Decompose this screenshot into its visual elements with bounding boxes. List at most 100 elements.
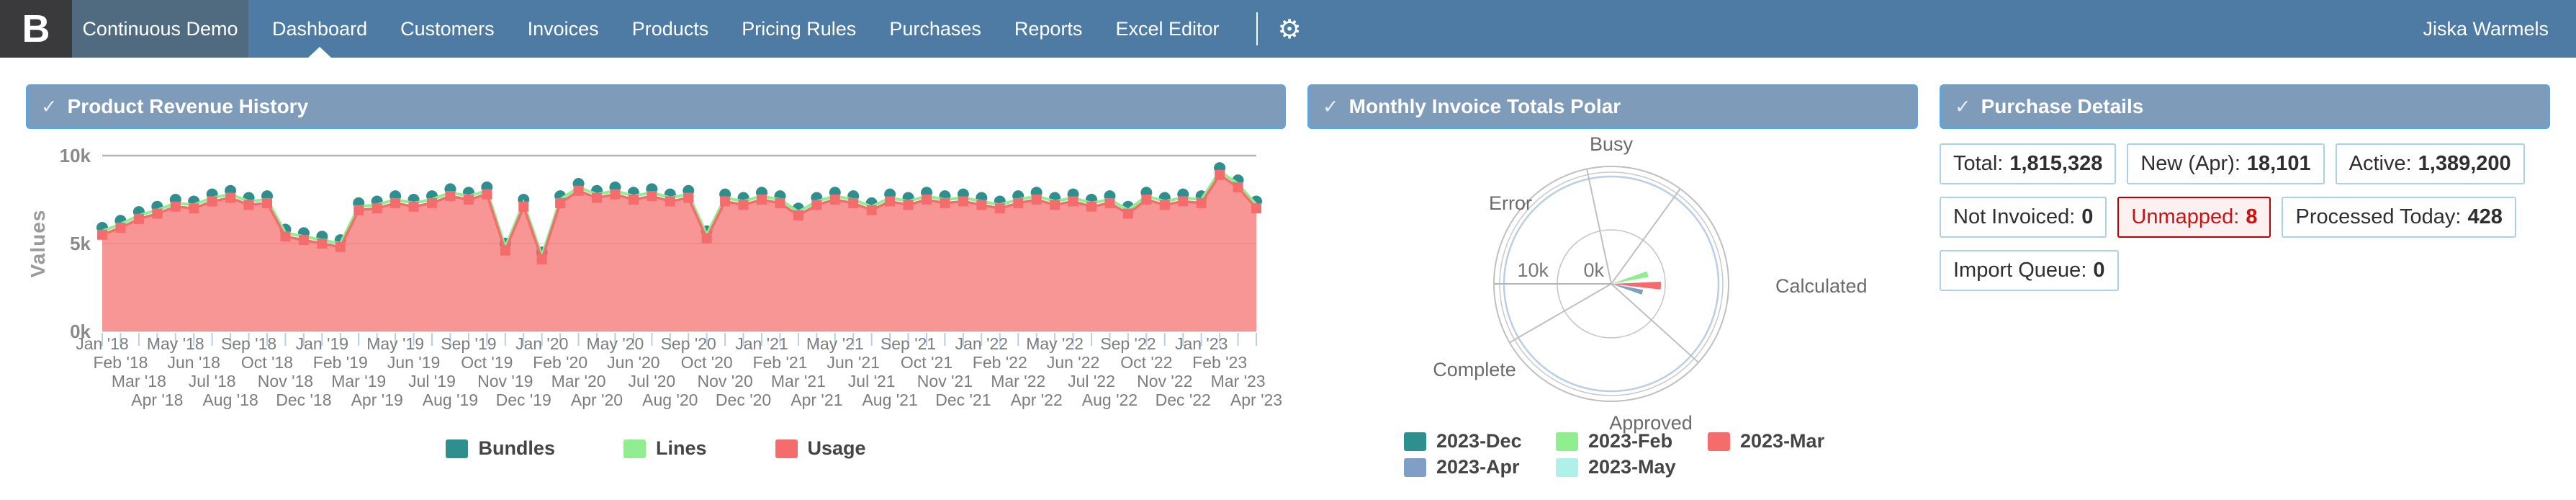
svg-text:Aug '18: Aug '18: [202, 390, 258, 409]
svg-text:Values: Values: [27, 210, 49, 278]
badge-value: 0: [2093, 259, 2105, 282]
svg-text:Mar '19: Mar '19: [331, 372, 386, 390]
svg-text:Sep '21: Sep '21: [881, 334, 936, 353]
badge-total: Total: 1,815,328: [1940, 143, 2117, 184]
nav-item-purchases[interactable]: Purchases: [889, 17, 981, 40]
svg-text:Aug '21: Aug '21: [862, 390, 917, 409]
svg-text:Dec '18: Dec '18: [276, 390, 331, 409]
svg-text:Apr '19: Apr '19: [351, 390, 403, 409]
svg-text:Apr '22: Apr '22: [1011, 390, 1063, 409]
panel-monthly-invoice-totals-polar: ✓ Monthly Invoice Totals Polar 10k 0k Busy…: [1307, 84, 1918, 499]
nav-menu: Dashboard Customers Invoices Products Pr…: [256, 0, 1236, 58]
legend-item-2023-dec[interactable]: 2023-Dec: [1404, 430, 1556, 452]
svg-text:Jan '20: Jan '20: [515, 334, 568, 353]
svg-text:Dec '19: Dec '19: [496, 390, 551, 409]
badge-label: Active:: [2348, 152, 2412, 175]
svg-text:Apr '21: Apr '21: [791, 390, 842, 409]
nav-item-pricing-rules[interactable]: Pricing Rules: [742, 17, 857, 40]
legend-label: Usage: [807, 437, 866, 459]
legend-item-2023-apr[interactable]: 2023-Apr: [1404, 456, 1556, 478]
svg-text:Dec '20: Dec '20: [716, 390, 771, 409]
svg-text:Jun '21: Jun '21: [827, 353, 879, 372]
legend-item-usage[interactable]: Usage: [775, 437, 866, 460]
svg-text:Sep '19: Sep '19: [441, 334, 496, 353]
legend-label: 2023-Dec: [1436, 430, 1522, 452]
svg-text:Feb '21: Feb '21: [752, 353, 807, 372]
badge-label: Not Invoiced:: [1953, 205, 2076, 228]
badge-row: Not Invoiced: 0 Unmapped: 8 Processed To…: [1940, 197, 2516, 238]
svg-text:Oct '20: Oct '20: [681, 353, 733, 372]
svg-text:0k: 0k: [1583, 259, 1604, 281]
legend-label: 2023-Feb: [1588, 430, 1673, 452]
svg-text:Mar '23: Mar '23: [1211, 372, 1266, 390]
legend-item-bundles[interactable]: Bundles: [446, 437, 555, 460]
badge-row: Import Queue: 0: [1940, 250, 2119, 291]
settings-button[interactable]: ⚙: [1269, 0, 1310, 58]
logo-icon: B: [22, 7, 50, 50]
svg-text:Feb '22: Feb '22: [973, 353, 1027, 372]
badge-row: Total: 1,815,328 New (Apr): 18,101 Activ…: [1940, 143, 2525, 184]
badge-value: 1,389,200: [2418, 152, 2511, 175]
legend-item-2023-feb[interactable]: 2023-Feb: [1556, 430, 1708, 452]
panel-header-revenue[interactable]: ✓ Product Revenue History: [26, 84, 1286, 129]
legend-swatch: [1556, 457, 1578, 477]
svg-text:0k: 0k: [70, 321, 91, 342]
nav-item-reports[interactable]: Reports: [1014, 17, 1083, 40]
svg-text:Apr '18: Apr '18: [131, 390, 183, 409]
legend-item-lines[interactable]: Lines: [623, 437, 707, 460]
badge-label: Import Queue:: [1953, 259, 2087, 282]
svg-text:Aug '20: Aug '20: [642, 390, 698, 409]
badge-processed-today: Processed Today: 428: [2282, 197, 2516, 238]
panel-header-purchase[interactable]: ✓ Purchase Details: [1940, 84, 2550, 129]
svg-text:Error: Error: [1489, 192, 1532, 214]
legend-swatch: [446, 439, 469, 458]
svg-text:Nov '19: Nov '19: [477, 372, 533, 390]
nav-item-customers[interactable]: Customers: [400, 17, 495, 40]
app-logo[interactable]: B: [0, 0, 72, 58]
purchase-badges: Total: 1,815,328 New (Apr): 18,101 Activ…: [1940, 129, 2550, 291]
legend-swatch: [1556, 432, 1578, 451]
svg-text:May '19: May '19: [366, 334, 424, 353]
svg-text:Feb '23: Feb '23: [1192, 353, 1247, 372]
svg-text:Sep '22: Sep '22: [1100, 334, 1156, 353]
legend-label: Lines: [655, 437, 707, 459]
svg-text:Jan '18: Jan '18: [76, 334, 128, 353]
panel-title: Monthly Invoice Totals Polar: [1348, 95, 1621, 117]
svg-text:Approved: Approved: [1609, 412, 1693, 434]
badge-label: New (Apr):: [2140, 152, 2241, 175]
svg-text:Oct '19: Oct '19: [461, 353, 513, 372]
svg-text:Jun '18: Jun '18: [167, 353, 220, 372]
svg-text:Jan '21: Jan '21: [735, 334, 788, 353]
badge-new-apr: New (Apr): 18,101: [2127, 143, 2325, 184]
svg-text:10k: 10k: [1517, 259, 1549, 281]
top-navbar: B Continuous Demo Dashboard Customers In…: [0, 0, 2576, 58]
gear-icon: ⚙: [1277, 14, 1302, 44]
purchase-details-body: Total: 1,815,328 New (Apr): 18,101 Activ…: [1940, 129, 2550, 499]
nav-item-invoices[interactable]: Invoices: [527, 17, 599, 40]
badge-value: 8: [2246, 205, 2258, 228]
svg-text:May '21: May '21: [806, 334, 864, 353]
svg-text:Oct '22: Oct '22: [1120, 353, 1172, 372]
nav-item-dashboard[interactable]: Dashboard: [256, 0, 384, 58]
legend-swatch: [1708, 432, 1730, 451]
svg-text:Aug '19: Aug '19: [423, 390, 478, 409]
brand-selector[interactable]: Continuous Demo: [72, 0, 248, 58]
svg-text:Nov '22: Nov '22: [1137, 372, 1192, 390]
panel-header-polar[interactable]: ✓ Monthly Invoice Totals Polar: [1307, 84, 1918, 129]
badge-unmapped-alert: Unmapped: 8: [2117, 197, 2271, 238]
nav-item-products[interactable]: Products: [631, 17, 709, 40]
nav-item-excel-editor[interactable]: Excel Editor: [1115, 17, 1220, 40]
svg-text:Mar '18: Mar '18: [112, 372, 166, 390]
svg-text:Oct '18: Oct '18: [241, 353, 293, 372]
badge-import-queue: Import Queue: 0: [1940, 250, 2119, 291]
legend-item-2023-mar[interactable]: 2023-Mar: [1708, 430, 1860, 452]
legend-item-2023-may[interactable]: 2023-May: [1556, 456, 1708, 478]
svg-text:Jan '23: Jan '23: [1175, 334, 1228, 353]
badge-value: 428: [2467, 205, 2503, 228]
badge-label: Total:: [1953, 152, 2004, 175]
svg-text:5k: 5k: [70, 233, 91, 254]
badge-value: 18,101: [2246, 152, 2311, 175]
check-icon: ✓: [41, 95, 58, 117]
user-menu[interactable]: Jiska Warmels: [2423, 0, 2576, 58]
